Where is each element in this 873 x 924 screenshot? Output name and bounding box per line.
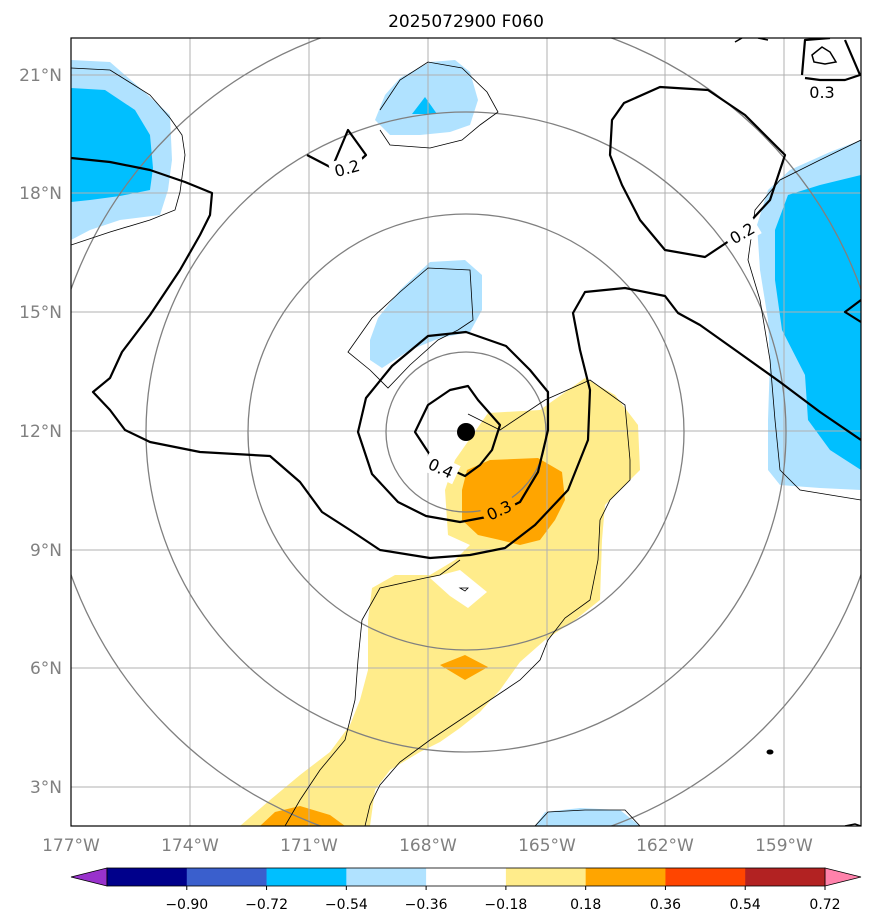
range-ring-2 — [247, 213, 685, 651]
contour-label-bg-4 — [421, 451, 461, 485]
colorbar-cell — [107, 868, 188, 886]
shading-east-dark — [775, 175, 861, 470]
range-ring-1 — [385, 351, 547, 513]
lat-label-12: 12°N — [19, 422, 62, 442]
small-features — [734, 38, 861, 826]
colorbar-cell — [665, 868, 746, 886]
range-ring-3 — [145, 111, 787, 753]
island-dot-south — [766, 749, 774, 755]
colorbar-extend-high — [824, 867, 862, 887]
colorbar: −0.90 −0.72 −0.54 −0.36 −0.18 0.18 0.36 0.54 0.7… — [70, 867, 862, 913]
colorbar-cell — [426, 868, 507, 886]
island-bottom-right — [844, 823, 861, 826]
colorbar-cell — [585, 868, 666, 886]
lat-label-21: 21°N — [19, 66, 62, 86]
colorbar-tick-label: 0.54 — [730, 897, 761, 913]
contour-0.2-north — [306, 128, 368, 170]
colorbar-tick-label: 0.36 — [650, 897, 681, 913]
colorbar-cell — [745, 868, 826, 886]
lat-label-9: 9°N — [30, 541, 62, 561]
thin-outline-contours — [71, 61, 861, 826]
colorbar-tick-label: −0.90 — [165, 897, 208, 913]
lon-label-177: 177°W — [42, 836, 100, 856]
colorbar-tick-label: −0.36 — [405, 897, 448, 913]
colorbar-tick-label: 0.18 — [570, 897, 601, 913]
outline-east — [747, 139, 861, 501]
colorbar-cell — [505, 868, 587, 886]
colorbar-extend-low — [70, 867, 108, 887]
lat-label-6: 6°N — [30, 659, 62, 679]
map-title: 2025072900 F060 — [388, 12, 544, 32]
shading-center-light — [370, 260, 482, 368]
contour-labels: 0.2 0.2 0.3 0.4 0.3 — [327, 82, 839, 527]
lat-label-18: 18°N — [19, 184, 62, 204]
outline-nw — [71, 67, 186, 246]
colorbar-ticks: −0.90 −0.72 −0.54 −0.36 −0.18 0.18 0.36 0.54 0.7… — [165, 886, 841, 913]
shading-south-light — [535, 808, 640, 826]
lon-label-174: 174°W — [161, 836, 219, 856]
lon-label-159: 159°W — [755, 836, 813, 856]
map-area: 0.2 0.2 0.3 0.4 0.3 — [71, 38, 861, 826]
lon-label-171: 171°W — [280, 836, 338, 856]
shading-yellow-hole — [430, 570, 487, 608]
lon-label-168: 168°W — [399, 836, 457, 856]
outline-south-box — [534, 809, 641, 826]
lat-lon-grid — [71, 38, 861, 826]
lat-labels: 21°N 18°N 15°N 12°N 9°N 6°N 3°N — [19, 66, 62, 798]
shading-orange-south — [260, 806, 345, 826]
contour-east-edge — [843, 299, 861, 323]
contour-label-3: 0.3 — [809, 83, 834, 102]
colorbar-tick-label: −0.54 — [325, 897, 368, 913]
shading-nw-dark — [71, 88, 153, 202]
outline-southwest — [284, 559, 461, 826]
contour-0.3-ring — [356, 330, 550, 524]
contour-label-bg-2 — [722, 215, 762, 251]
lat-label-15: 15°N — [19, 303, 62, 323]
storm-center-marker — [457, 423, 475, 441]
shading-north-light — [375, 60, 478, 135]
colorbar-tick-label: −0.72 — [245, 897, 288, 913]
map-frame — [70, 37, 862, 827]
outline-center — [347, 267, 474, 389]
colorbar-cell — [186, 868, 268, 886]
negative-anomaly-shading — [71, 60, 861, 826]
outline-small-island — [458, 587, 469, 592]
outline-north — [379, 61, 499, 149]
colorbar-tick-label: −0.18 — [484, 897, 527, 913]
outline-south — [364, 379, 631, 826]
lon-labels: 177°W 174°W 171°W 168°W 165°W 162°W 159°… — [42, 836, 813, 856]
contour-label-bg-5 — [479, 493, 519, 527]
lon-label-165: 165°W — [518, 836, 576, 856]
colorbar-cells — [107, 868, 826, 886]
range-rings — [71, 38, 861, 826]
contour-label-bg-3 — [805, 82, 839, 102]
contour-label-bg-1 — [327, 153, 367, 183]
lon-label-162: 162°W — [636, 836, 694, 856]
lat-label-3: 3°N — [30, 778, 62, 798]
island-outline-ne — [811, 46, 838, 65]
shading-north-dark — [412, 97, 437, 114]
colorbar-cell — [266, 868, 347, 886]
contour-0.2-west — [71, 156, 861, 560]
colorbar-cell — [346, 868, 427, 886]
colorbar-frame — [106, 867, 826, 887]
contour-0.2-east — [608, 85, 787, 259]
colorbar-tick-label: 0.72 — [809, 897, 840, 913]
contour-0.3-ne — [800, 38, 861, 82]
